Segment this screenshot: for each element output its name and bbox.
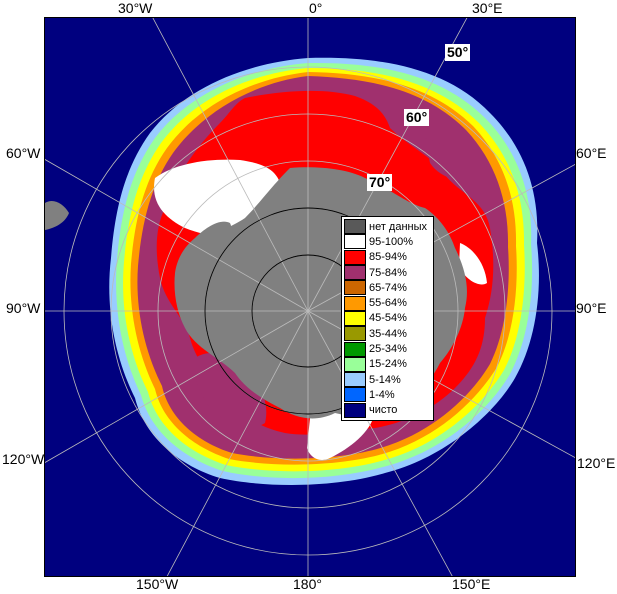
lon-label-180: 180°	[293, 576, 322, 592]
legend-label: 5-14%	[369, 373, 401, 386]
legend-item: 45-54%	[344, 310, 433, 326]
legend-item: нет данных	[344, 219, 433, 235]
legend-swatch	[344, 219, 366, 235]
legend-item: 95-100%	[344, 234, 433, 250]
legend-swatch	[344, 387, 366, 403]
lat-label-60: 60°	[404, 109, 430, 126]
antarctic-peninsula	[195, 221, 232, 249]
legend-swatch	[344, 372, 366, 388]
legend-label: 55-64%	[369, 297, 407, 310]
map-canvas	[45, 18, 575, 576]
legend-item: 15-24%	[344, 356, 433, 372]
legend-label: 85-94%	[369, 251, 407, 264]
ice-full-east	[459, 243, 487, 285]
legend-label: 95-100%	[369, 235, 414, 248]
legend-item: 5-14%	[344, 372, 433, 388]
legend-swatch	[344, 234, 366, 250]
lat-label-70: 70°	[367, 174, 393, 191]
legend-swatch	[344, 249, 366, 265]
legend-swatch	[344, 310, 366, 326]
legend-label: чисто	[369, 404, 398, 417]
legend-item: 1-4%	[344, 387, 433, 403]
legend-item: чисто	[344, 402, 433, 418]
legend-item: 65-74%	[344, 280, 433, 296]
sea-ice-map	[44, 17, 576, 577]
lat-label-50: 50°	[445, 44, 471, 61]
legend-swatch	[344, 341, 366, 357]
ice-purple-patch-right	[425, 138, 470, 180]
lon-label-30e: 30°E	[472, 0, 503, 16]
lon-label-60e: 60°E	[576, 145, 607, 161]
legend-label: 45-54%	[369, 312, 407, 325]
legend-label: 25-34%	[369, 343, 407, 356]
lon-label-120e: 120°E	[577, 455, 616, 471]
legend-item: 75-84%	[344, 265, 433, 281]
legend-label: 75-84%	[369, 266, 407, 279]
lon-label-120w: 120°W	[2, 451, 45, 467]
lon-label-60w: 60°W	[6, 145, 41, 161]
lon-label-30w: 30°W	[118, 0, 153, 16]
legend-swatch	[344, 295, 366, 311]
legend-swatch	[344, 402, 366, 418]
legend-item: 25-34%	[344, 341, 433, 357]
south-america-tip	[45, 201, 69, 230]
legend-label: нет данных	[369, 220, 428, 233]
legend-label: 1-4%	[369, 388, 395, 401]
lon-label-0: 0°	[309, 0, 323, 16]
legend-label: 15-24%	[369, 358, 407, 371]
lon-label-90w: 90°W	[6, 300, 41, 316]
lon-label-150w: 150°W	[136, 576, 179, 592]
lon-label-150e: 150°E	[452, 576, 491, 592]
concentration-legend: нет данных 95-100% 85-94% 75-84% 65-74% 55-64…	[341, 216, 434, 421]
legend-label: 65-74%	[369, 281, 407, 294]
lon-label-90e: 90°E	[576, 300, 607, 316]
legend-swatch	[344, 280, 366, 296]
legend-swatch	[344, 356, 366, 372]
legend-label: 35-44%	[369, 327, 407, 340]
legend-item: 35-44%	[344, 326, 433, 342]
legend-item: 55-64%	[344, 295, 433, 311]
legend-item: 85-94%	[344, 249, 433, 265]
legend-swatch	[344, 265, 366, 281]
legend-swatch	[344, 326, 366, 342]
